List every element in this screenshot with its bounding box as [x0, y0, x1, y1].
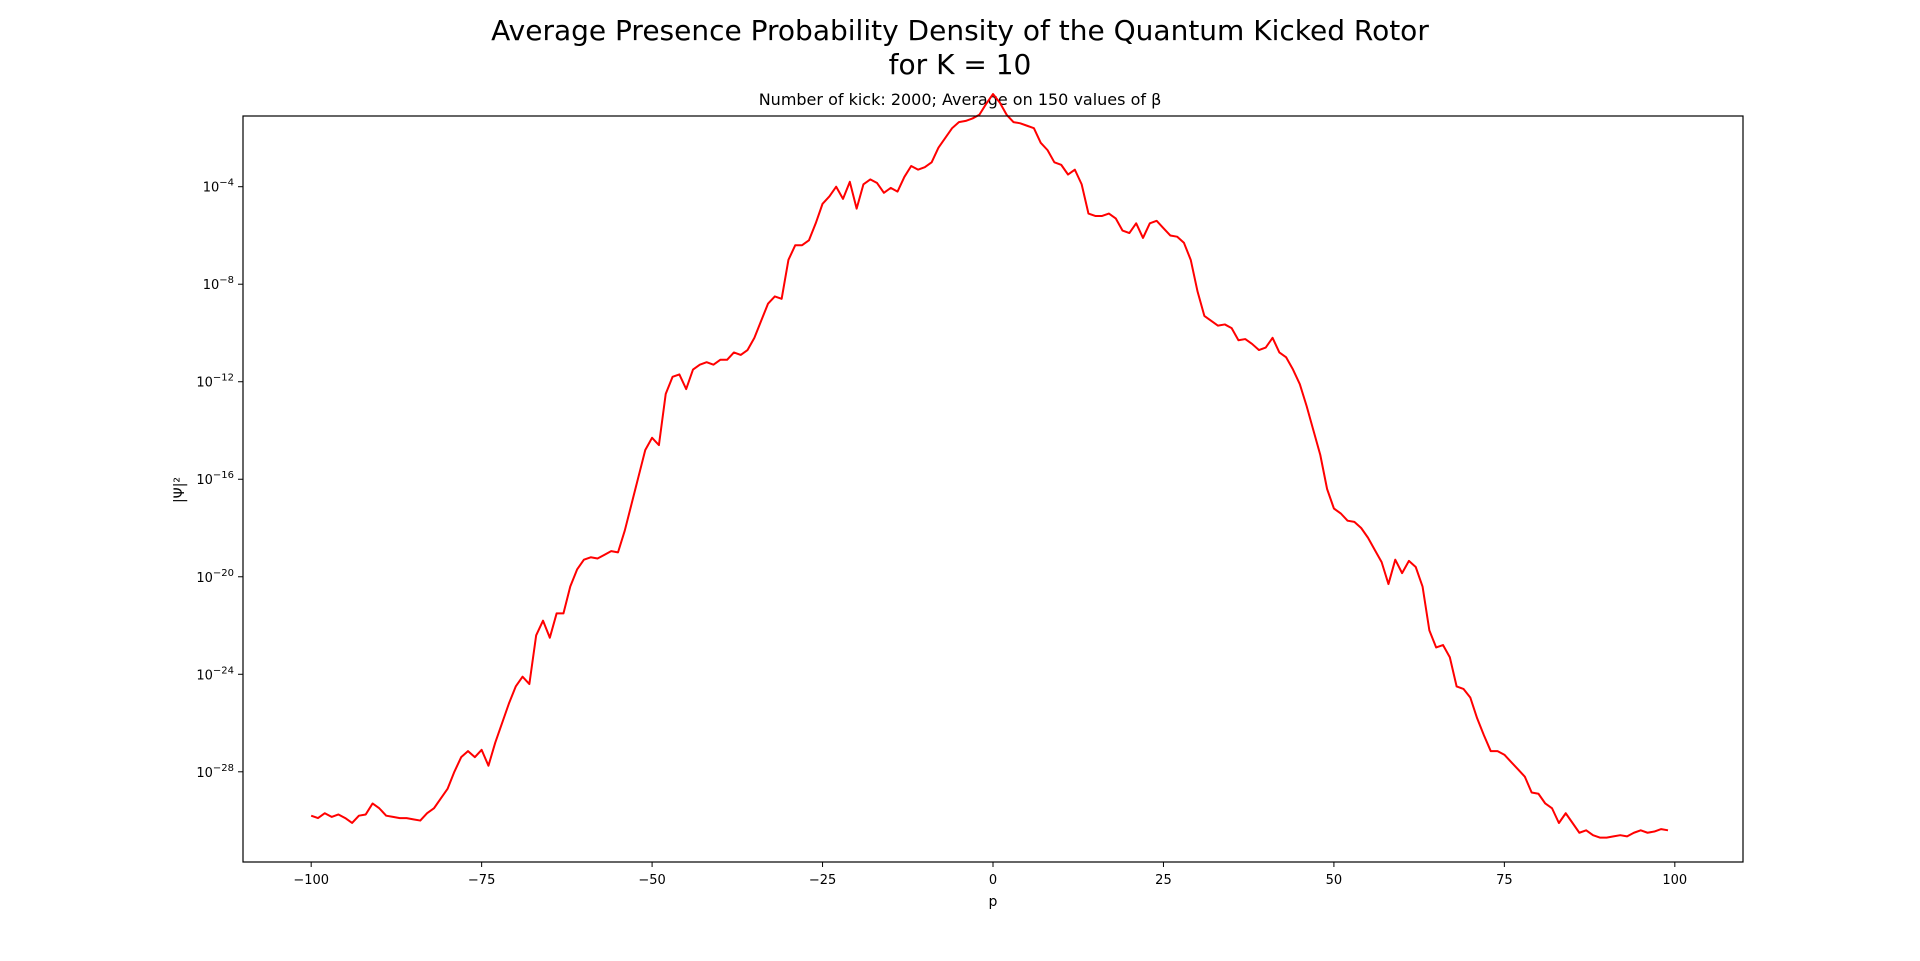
y-tick-exponent: −8: [219, 275, 234, 286]
chart-title: Average Presence Probability Density of …: [491, 14, 1429, 47]
y-tick-label: 10−12: [196, 373, 234, 391]
y-tick-exponent: −4: [219, 178, 234, 189]
y-tick-base: 10: [203, 181, 220, 196]
y-tick-label: 10−16: [196, 470, 234, 488]
y-tick-label: 10−28: [196, 763, 234, 781]
x-tick-label: −100: [293, 873, 329, 888]
y-tick-exponent: −16: [213, 470, 234, 481]
y-tick-base: 10: [196, 571, 213, 586]
y-tick-base: 10: [196, 376, 213, 391]
y-tick-exponent: −12: [213, 373, 234, 384]
y-tick-exponent: −20: [213, 568, 234, 579]
y-tick-label: 10−8: [203, 275, 234, 293]
x-tick-label: −50: [638, 873, 665, 888]
x-tick-label: −25: [809, 873, 836, 888]
x-tick-label: 0: [989, 873, 997, 888]
series-line: [310, 93, 1669, 839]
chart-subtitle: Number of kick: 2000; Average on 150 val…: [758, 90, 1162, 109]
x-axis-label: p: [989, 894, 998, 910]
y-tick-label: 10−4: [203, 178, 234, 196]
x-tick-label: −75: [468, 873, 495, 888]
ticks-layer: −100 −75 −50 −25 0 25 50 75 10010−410−810−1210−1…: [196, 178, 1687, 888]
series-layer: [310, 93, 1669, 839]
y-tick-base: 10: [196, 766, 213, 781]
x-tick-label: 50: [1326, 873, 1343, 888]
y-tick-exponent: −28: [213, 763, 234, 774]
y-tick-base: 10: [196, 668, 213, 683]
y-tick-base: 10: [203, 278, 220, 293]
y-tick-base: 10: [196, 473, 213, 488]
x-tick-label: 100: [1662, 873, 1687, 888]
y-tick-label: 10−20: [196, 568, 234, 586]
x-tick-label: 25: [1155, 873, 1172, 888]
axes-frame: [242, 115, 1744, 863]
y-tick-exponent: −24: [213, 665, 234, 676]
x-tick-label: 75: [1496, 873, 1513, 888]
y-tick-label: 10−24: [196, 665, 234, 683]
y-axis-label: |Ψ|²: [172, 477, 188, 503]
chart-title-line2: for K = 10: [888, 48, 1032, 81]
